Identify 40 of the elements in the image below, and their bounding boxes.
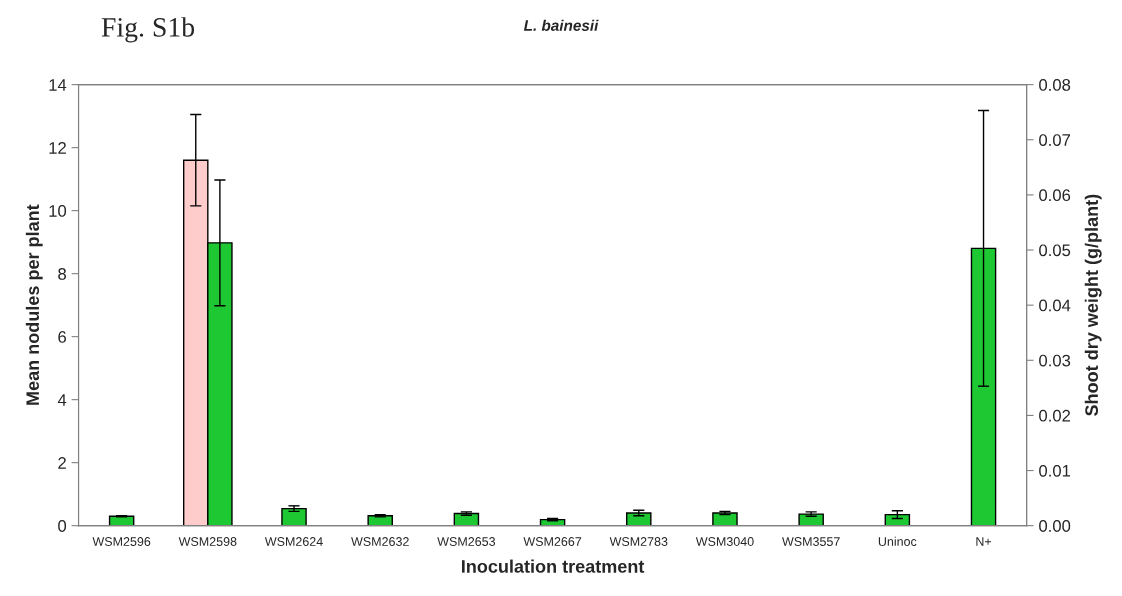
y2-tick-label: 0.07 [1039, 134, 1071, 146]
y2-tick-label: 0.03 [1039, 354, 1071, 367]
y2-tick-label: 0.04 [1039, 299, 1071, 312]
x-tick-label: WSM3040 [695, 537, 754, 546]
y-tick-label: 2 [58, 457, 66, 469]
y2-tick-label: 0.06 [1039, 189, 1071, 202]
bar [453, 512, 480, 526]
x-tick-label: WSM2783 [609, 537, 668, 546]
y2-tick-label: 0.02 [1039, 409, 1071, 422]
x-tick-label: Uninoc [878, 536, 917, 546]
y2-tick-label: 0.08 [1039, 79, 1071, 91]
bar [281, 507, 307, 526]
x-tick-label: N+ [976, 537, 992, 546]
y-tick-label: 6 [58, 331, 66, 343]
x-axis-title: Inoculation treatment [462, 559, 645, 573]
y-tick-label: 8 [58, 268, 67, 280]
y-tick-label: 10 [49, 205, 67, 217]
x-tick-label: WSM2632 [351, 537, 409, 546]
bar [367, 515, 393, 526]
x-tick-label: WSM2667 [523, 537, 582, 546]
y2-tick-label: 0.01 [1039, 464, 1071, 477]
y-axis-title: Mean nodules per plant [25, 204, 43, 405]
y2-tick-label: 0.00 [1039, 520, 1071, 532]
x-tick-label: WSM2596 [92, 537, 151, 546]
x-tick-label: WSM2653 [437, 537, 496, 546]
y-tick-label: 4 [57, 394, 67, 406]
x-tick-label: WSM2624 [264, 537, 323, 546]
x-tick-label: WSM2598 [178, 537, 237, 546]
y-tick-label: 0 [58, 520, 67, 532]
y-tick-label: 12 [49, 142, 66, 154]
y-tick-label: 14 [49, 79, 67, 91]
bar [712, 512, 738, 526]
chart-title: L. bainesii [523, 19, 599, 31]
bar [798, 513, 824, 526]
bar [884, 513, 911, 526]
bar [626, 512, 652, 526]
y2-axis-title: Shoot dry weight (g/plant) [1084, 194, 1102, 416]
caption: Fig. S1b [101, 17, 195, 43]
y2-tick-label: 0.05 [1039, 244, 1071, 257]
x-tick-label: WSM3557 [782, 537, 840, 546]
